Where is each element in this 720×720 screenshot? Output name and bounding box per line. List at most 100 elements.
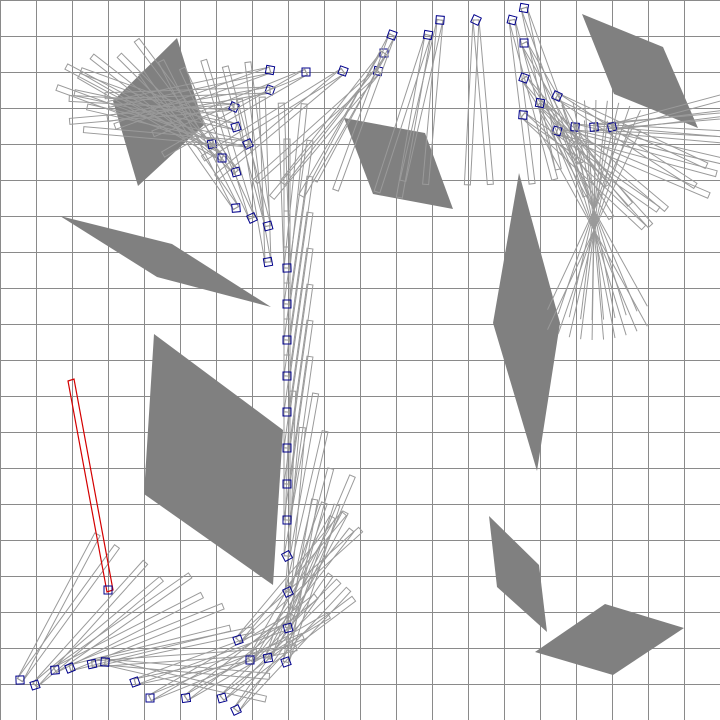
pose-bar <box>85 103 250 148</box>
waypoint-marker <box>282 299 292 309</box>
pose-bar <box>91 648 258 668</box>
pose-bar <box>264 510 349 661</box>
pose-bar <box>233 586 352 713</box>
waypoint-marker <box>262 256 274 268</box>
waypoint-marker <box>86 658 98 670</box>
waypoint-marker <box>282 586 294 598</box>
pose-bar <box>103 658 268 703</box>
pose-bar <box>133 37 240 175</box>
waypoint-marker <box>50 665 60 675</box>
obstacle <box>60 216 271 307</box>
waypoint-marker <box>435 15 445 25</box>
waypoint-marker <box>206 138 218 150</box>
waypoint-marker <box>280 656 292 668</box>
waypoint-marker <box>262 652 274 664</box>
waypoint-marker <box>262 220 274 232</box>
pose-bar <box>157 58 240 211</box>
waypoint-marker <box>180 692 192 704</box>
waypoint-marker <box>282 407 292 417</box>
pose-bar <box>107 66 272 108</box>
waypoint-marker <box>245 655 255 665</box>
pose-bar <box>283 319 314 485</box>
pose-bar <box>200 58 256 220</box>
pose-bar <box>64 63 215 148</box>
waypoint-marker <box>518 110 528 120</box>
waypoint-marker <box>282 443 292 453</box>
waypoint-marker <box>100 657 110 667</box>
waypoint-marker <box>280 549 294 563</box>
waypoint-marker <box>282 263 292 273</box>
pose-bar <box>244 61 272 227</box>
pose-bar <box>373 33 432 194</box>
waypoint-marker <box>422 29 434 41</box>
waypoint-marker <box>301 67 311 77</box>
pose-bar <box>283 211 314 377</box>
waypoint-marker <box>282 335 292 345</box>
waypoint-marker <box>518 2 530 14</box>
waypoint-marker <box>230 121 242 133</box>
waypoint-marker <box>534 97 546 109</box>
waypoint-marker <box>519 38 529 48</box>
pose-bar <box>472 19 494 186</box>
robot-poses <box>15 2 720 716</box>
waypoint-marker <box>15 675 25 685</box>
pose-bar <box>555 127 711 199</box>
waypoint-marker <box>470 14 482 26</box>
obstacle <box>493 173 560 471</box>
waypoint-marker <box>217 153 227 163</box>
pose-bar <box>284 429 329 594</box>
pose-bar <box>151 68 308 138</box>
waypoint-marker <box>551 90 563 102</box>
pose-bar <box>537 100 654 229</box>
waypoint-marker <box>216 692 228 704</box>
pose-bar <box>593 123 720 138</box>
pose-bar <box>104 86 271 100</box>
waypoint-marker <box>145 693 155 703</box>
pose-bar <box>311 32 396 183</box>
waypoint-marker <box>282 622 294 634</box>
pose-bar <box>284 474 356 630</box>
waypoint-marker <box>282 515 292 525</box>
waypoint-marker <box>129 676 141 688</box>
pose-bar <box>258 96 272 263</box>
active-bar <box>67 378 114 593</box>
pose-bar <box>183 612 332 702</box>
pose-bar <box>283 355 314 521</box>
pose-bar <box>79 67 238 131</box>
pose-bar <box>32 575 165 689</box>
waypoint-marker <box>282 371 292 381</box>
waypoint-marker <box>246 212 258 224</box>
obstacle <box>489 516 547 632</box>
active-marker <box>103 585 113 595</box>
pose-bar <box>283 103 308 269</box>
obstacle <box>582 14 698 128</box>
pose-bar <box>520 75 615 221</box>
obstacle <box>344 118 453 209</box>
waypoint-marker <box>29 679 41 691</box>
obstacles <box>60 14 698 675</box>
pose-bar <box>283 392 320 558</box>
pose-bar <box>520 112 647 231</box>
pose-bar <box>399 18 444 183</box>
waypoint-marker <box>64 662 76 674</box>
active-pose <box>67 378 114 595</box>
pose-bar <box>283 247 314 413</box>
pose-bar <box>282 503 341 664</box>
waypoint-marker <box>506 14 518 26</box>
pose-bar <box>246 527 355 663</box>
pose-bar <box>235 526 364 643</box>
pose-bar <box>508 19 536 185</box>
waypoint-marker <box>606 121 618 133</box>
waypoint-marker <box>242 138 254 150</box>
pose-bar <box>463 19 480 186</box>
pose-bar <box>279 50 388 186</box>
pose-bar <box>252 68 381 185</box>
waypoint-marker <box>230 704 242 716</box>
waypoint-marker <box>231 203 241 213</box>
pose-bar <box>68 624 232 672</box>
waypoint-marker <box>232 634 244 646</box>
pose-bar <box>148 632 305 702</box>
pose-bar <box>16 544 121 683</box>
waypoint-marker <box>230 166 242 178</box>
